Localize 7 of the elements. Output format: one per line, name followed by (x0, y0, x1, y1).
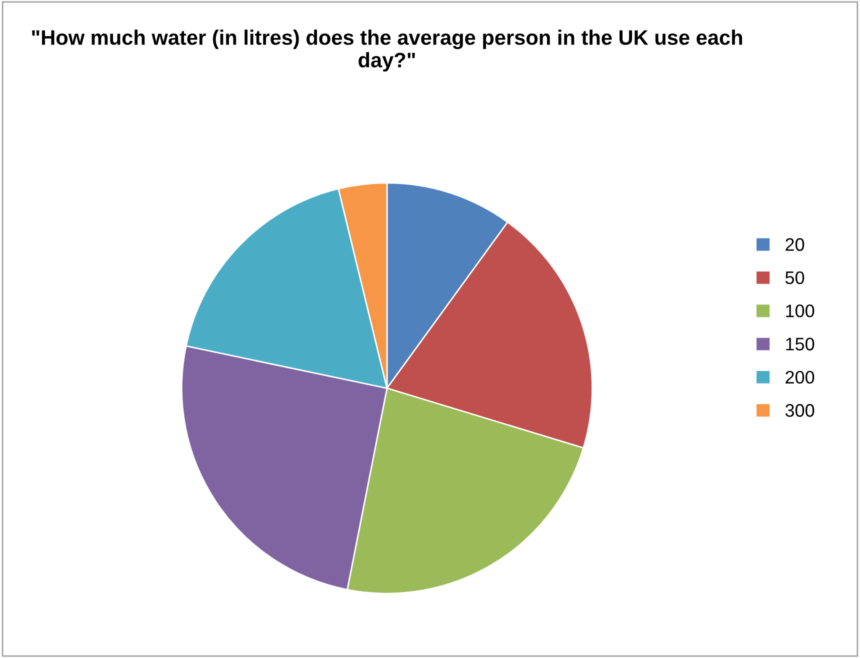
legend-label: 100 (786, 304, 814, 318)
legend-label: 20 (786, 238, 804, 251)
legend-label: 300 (785, 404, 814, 417)
chart-title: "How much water (in litres) does the average person in the UK use each day?" (32, 30, 742, 72)
legend-label: 50 (785, 271, 804, 284)
legend-label: 200 (786, 370, 814, 384)
legend-label: 150 (786, 338, 814, 350)
